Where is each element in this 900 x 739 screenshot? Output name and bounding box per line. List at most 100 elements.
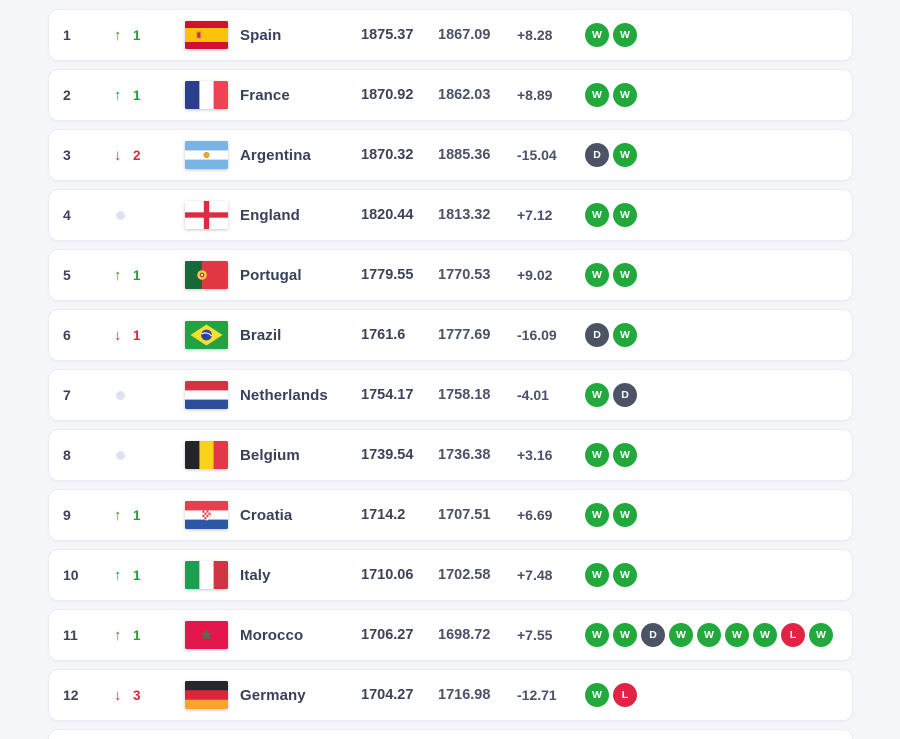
points-current: 1706.27 bbox=[361, 627, 414, 643]
country-flag bbox=[185, 81, 228, 109]
form-badge: D bbox=[613, 383, 637, 407]
points-change: +8.28 bbox=[517, 27, 553, 43]
points-change: +3.16 bbox=[517, 447, 553, 463]
points-previous: 1777.69 bbox=[438, 327, 491, 343]
movement-value: 1 bbox=[133, 327, 141, 343]
movement-value: 3 bbox=[133, 687, 141, 703]
country-flag bbox=[185, 261, 228, 289]
flag-icon bbox=[185, 621, 228, 649]
points-previous: 1702.58 bbox=[438, 567, 491, 583]
points-change: +7.12 bbox=[517, 207, 553, 223]
rank: 3 bbox=[63, 147, 71, 163]
no-change-dot-icon bbox=[116, 390, 125, 400]
form-badge: W bbox=[585, 83, 609, 107]
country-name: England bbox=[240, 206, 300, 224]
flag-icon bbox=[185, 321, 228, 349]
rank-change: ↑ 1 bbox=[101, 628, 185, 643]
rank: 10 bbox=[63, 567, 79, 583]
rank: 12 bbox=[63, 687, 79, 703]
country-flag bbox=[185, 21, 228, 49]
form-badge: L bbox=[613, 683, 637, 707]
form-badge: W bbox=[585, 263, 609, 287]
country-name: Morocco bbox=[240, 626, 304, 644]
flag-icon bbox=[185, 681, 228, 709]
movement-value: 1 bbox=[133, 27, 141, 43]
rank-change: ↓ 2 bbox=[101, 148, 185, 163]
rank: 1 bbox=[63, 27, 71, 43]
points-change: -12.71 bbox=[517, 687, 557, 703]
form-badge: W bbox=[613, 323, 637, 347]
form-badge: W bbox=[613, 203, 637, 227]
flag-icon bbox=[185, 501, 228, 529]
form-badge: W bbox=[613, 83, 637, 107]
ranking-row[interactable]: 3 ↓ 2 Argentina 1870.32 1885.36 -15.04 D… bbox=[48, 129, 853, 181]
points-change: +7.55 bbox=[517, 627, 553, 643]
points-change: -16.09 bbox=[517, 327, 557, 343]
form-badge: W bbox=[585, 443, 609, 467]
country-flag bbox=[185, 681, 228, 709]
rank: 4 bbox=[63, 207, 71, 223]
flag-icon bbox=[185, 21, 228, 49]
points-previous: 1770.53 bbox=[438, 267, 491, 283]
form-badge: D bbox=[585, 323, 609, 347]
rank: 6 bbox=[63, 327, 71, 343]
movement-arrow-icon: ↓ bbox=[114, 146, 122, 164]
points-current: 1870.92 bbox=[361, 87, 414, 103]
movement-arrow-icon: ↑ bbox=[114, 566, 122, 584]
points-current: 1754.17 bbox=[361, 387, 414, 403]
rank: 7 bbox=[63, 387, 71, 403]
flag-icon bbox=[185, 261, 228, 289]
form-badge: W bbox=[613, 263, 637, 287]
flag-icon bbox=[185, 141, 228, 169]
points-previous: 1707.51 bbox=[438, 507, 491, 523]
points-previous: 1813.32 bbox=[438, 207, 491, 223]
rank-change: ↓ 3 bbox=[101, 688, 185, 703]
points-previous: 1716.98 bbox=[438, 687, 491, 703]
movement-value: 2 bbox=[133, 147, 141, 163]
points-current: 1739.54 bbox=[361, 447, 414, 463]
form-badge: W bbox=[585, 23, 609, 47]
form-badge: W bbox=[809, 623, 833, 647]
movement-arrow-icon: ↑ bbox=[114, 506, 122, 524]
points-current: 1704.27 bbox=[361, 687, 414, 703]
movement-value: 1 bbox=[133, 87, 141, 103]
points-current: 1714.2 bbox=[361, 507, 406, 523]
rank-change: ↑ 1 bbox=[101, 508, 185, 523]
points-previous: 1862.03 bbox=[438, 87, 491, 103]
country-name: Spain bbox=[240, 26, 282, 44]
rank-change bbox=[101, 450, 185, 460]
country-flag bbox=[185, 201, 228, 229]
country-name: Germany bbox=[240, 686, 306, 704]
flag-icon bbox=[185, 561, 228, 589]
rank: 11 bbox=[63, 627, 78, 643]
movement-value: 1 bbox=[133, 567, 141, 583]
rank-change: ↑ 1 bbox=[101, 568, 185, 583]
form-badge: D bbox=[641, 623, 665, 647]
country-name: Brazil bbox=[240, 326, 282, 344]
form-badge: W bbox=[753, 623, 777, 647]
form-badge: W bbox=[585, 623, 609, 647]
rank: 2 bbox=[63, 87, 71, 103]
flag-icon bbox=[185, 81, 228, 109]
form-badge: W bbox=[585, 563, 609, 587]
points-change: +6.69 bbox=[517, 507, 553, 523]
